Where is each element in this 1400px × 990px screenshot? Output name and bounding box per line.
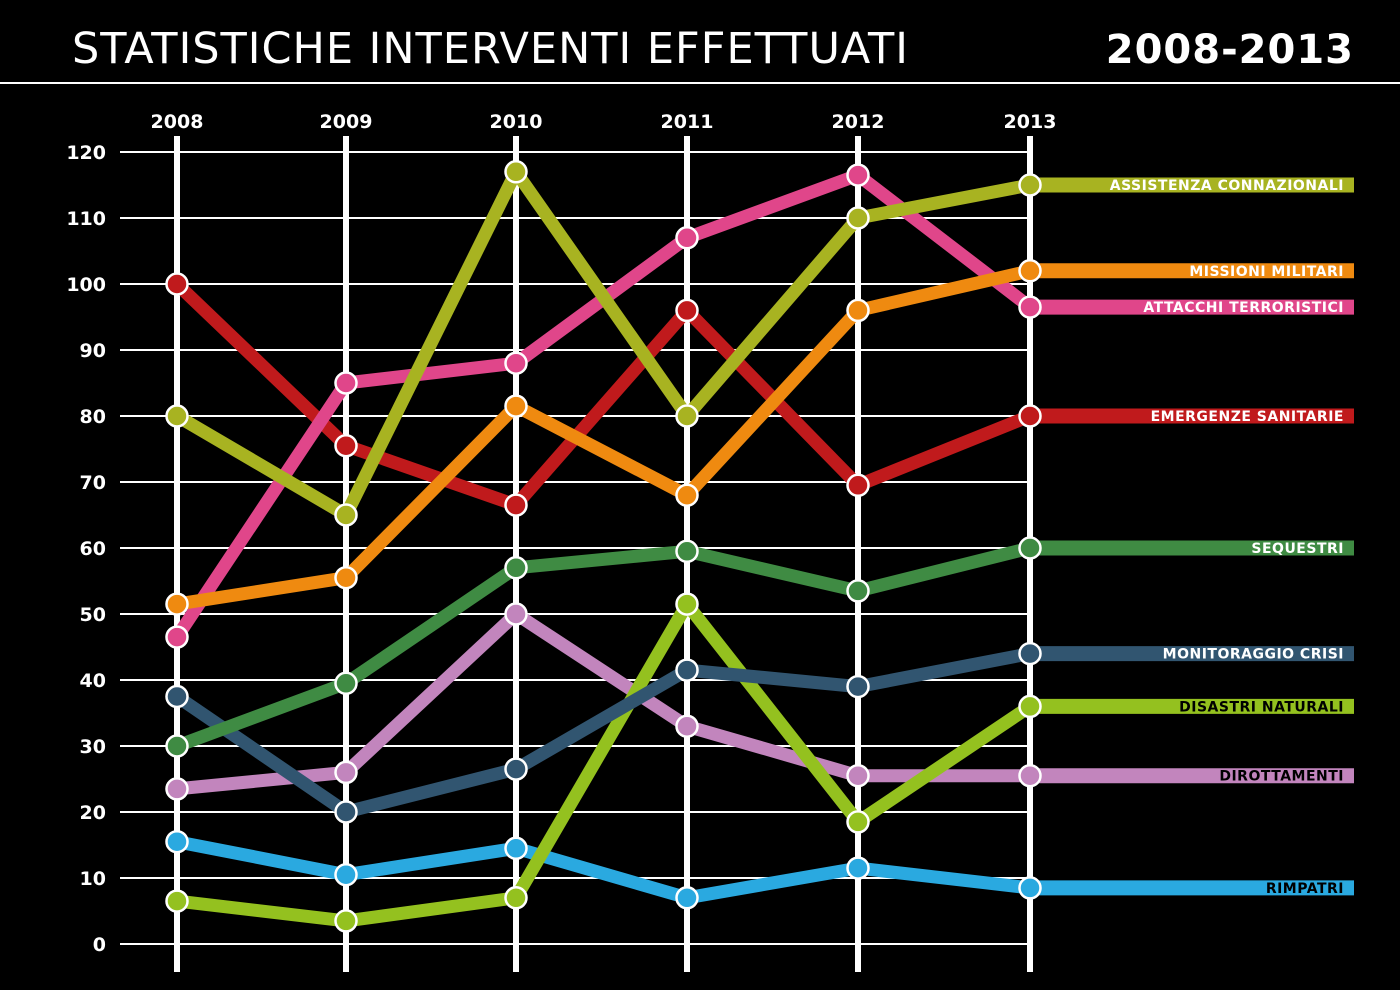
series-label: EMERGENZE SANITARIE: [1151, 409, 1344, 425]
y-tick-label: 110: [66, 208, 106, 230]
x-tick-label: 2011: [661, 111, 714, 133]
data-point: [504, 394, 528, 418]
y-tick-label: 20: [80, 802, 106, 824]
data-point: [1018, 404, 1042, 428]
series-label-bars: [1030, 177, 1354, 896]
data-point: [334, 433, 358, 458]
data-point: [675, 592, 699, 616]
y-tick-label: 0: [93, 934, 106, 956]
data-point: [504, 836, 528, 861]
data-point: [334, 909, 358, 933]
series-label: ATTACCHI TERRORISTICI: [1143, 300, 1344, 316]
data-point: [1018, 763, 1042, 788]
data-point: [1018, 536, 1042, 560]
series-line: [170, 264, 1037, 611]
data-point: [675, 658, 699, 682]
x-tick-label: 2010: [490, 111, 543, 133]
data-point: [334, 800, 358, 824]
y-tick-label: 60: [80, 538, 106, 560]
data-point: [504, 602, 528, 626]
x-tick-label: 2008: [151, 111, 204, 133]
data-point: [1018, 259, 1042, 283]
data-point: [165, 777, 189, 801]
series-lines: [170, 165, 1037, 928]
data-point: [165, 592, 189, 616]
data-point: [165, 829, 189, 854]
data-point: [334, 503, 358, 527]
series-line: [170, 597, 1037, 928]
data-point: [504, 351, 528, 375]
data-point: [334, 862, 358, 887]
data-point: [165, 272, 189, 296]
series-line: [170, 541, 1037, 753]
data-point: [334, 371, 358, 395]
chart-period: 2008-2013: [1106, 27, 1354, 73]
data-point: [504, 886, 528, 910]
data-point: [165, 734, 189, 758]
data-point: [165, 684, 189, 709]
data-point: [846, 163, 870, 187]
data-point: [334, 671, 358, 696]
data-point: [165, 404, 189, 428]
data-point: [1018, 295, 1042, 319]
data-point: [504, 757, 528, 781]
series-line: [170, 165, 1037, 522]
data-point: [846, 298, 870, 323]
data-point: [504, 160, 528, 184]
data-point: [1018, 641, 1042, 666]
series-label: DIROTTAMENTI: [1219, 769, 1344, 785]
data-point: [675, 714, 699, 738]
series-label: RIMPATRI: [1266, 881, 1344, 897]
data-point: [846, 674, 870, 699]
series-label: SEQUESTRI: [1251, 541, 1344, 557]
y-tick-label: 90: [80, 340, 106, 362]
data-point: [504, 556, 528, 580]
y-tick-label: 70: [80, 472, 106, 494]
y-tick-label: 80: [80, 406, 106, 428]
data-point: [675, 483, 699, 507]
x-axis: 2008 2009 2010 2011 2012 2013: [151, 111, 1057, 133]
series-labels: ASSISTENZA CONNAZIONALI MISSIONI MILITARI…: [1110, 178, 1344, 897]
series-line: [170, 835, 1037, 905]
y-tick-label: 30: [80, 736, 106, 758]
y-tick-label: 120: [66, 142, 106, 164]
data-point: [846, 579, 870, 603]
x-tick-label: 2013: [1004, 111, 1057, 133]
data-point: [1018, 694, 1042, 719]
series-label: MISSIONI MILITARI: [1189, 264, 1344, 280]
y-tick-label: 100: [66, 274, 106, 296]
data-point: [675, 404, 699, 428]
y-tick-label: 50: [80, 604, 106, 626]
data-point: [846, 856, 870, 880]
data-point: [504, 493, 528, 517]
data-point: [1018, 876, 1042, 900]
y-tick-label: 40: [80, 670, 106, 692]
data-point: [334, 760, 358, 785]
data-point: [675, 298, 699, 323]
data-point: [675, 539, 699, 564]
data-point: [675, 226, 699, 250]
y-tick-label: 10: [80, 868, 106, 890]
x-tick-label: 2012: [832, 111, 885, 133]
series-line: [170, 607, 1037, 796]
data-point: [846, 206, 870, 230]
y-axis: 0 10 20 30 40 50 60 70 80 90 100 110 120: [66, 142, 106, 956]
series-label: MONITORAGGIO CRISI: [1163, 647, 1344, 663]
series-label: ASSISTENZA CONNAZIONALI: [1110, 178, 1344, 194]
data-point: [846, 763, 870, 788]
series-label: DISASTRI NATURALI: [1179, 699, 1344, 715]
data-point: [165, 889, 189, 913]
series-line: [170, 277, 1037, 512]
data-point: [675, 886, 699, 910]
data-point: [334, 565, 358, 590]
data-point: [165, 625, 189, 649]
x-tick-label: 2009: [320, 111, 373, 133]
series-line: [170, 647, 1037, 819]
data-point: [1018, 173, 1042, 197]
data-points: [165, 160, 1042, 933]
data-point: [846, 473, 870, 498]
chart-title: STATISTICHE INTERVENTI EFFETTUATI: [72, 24, 909, 74]
data-point: [846, 810, 870, 834]
